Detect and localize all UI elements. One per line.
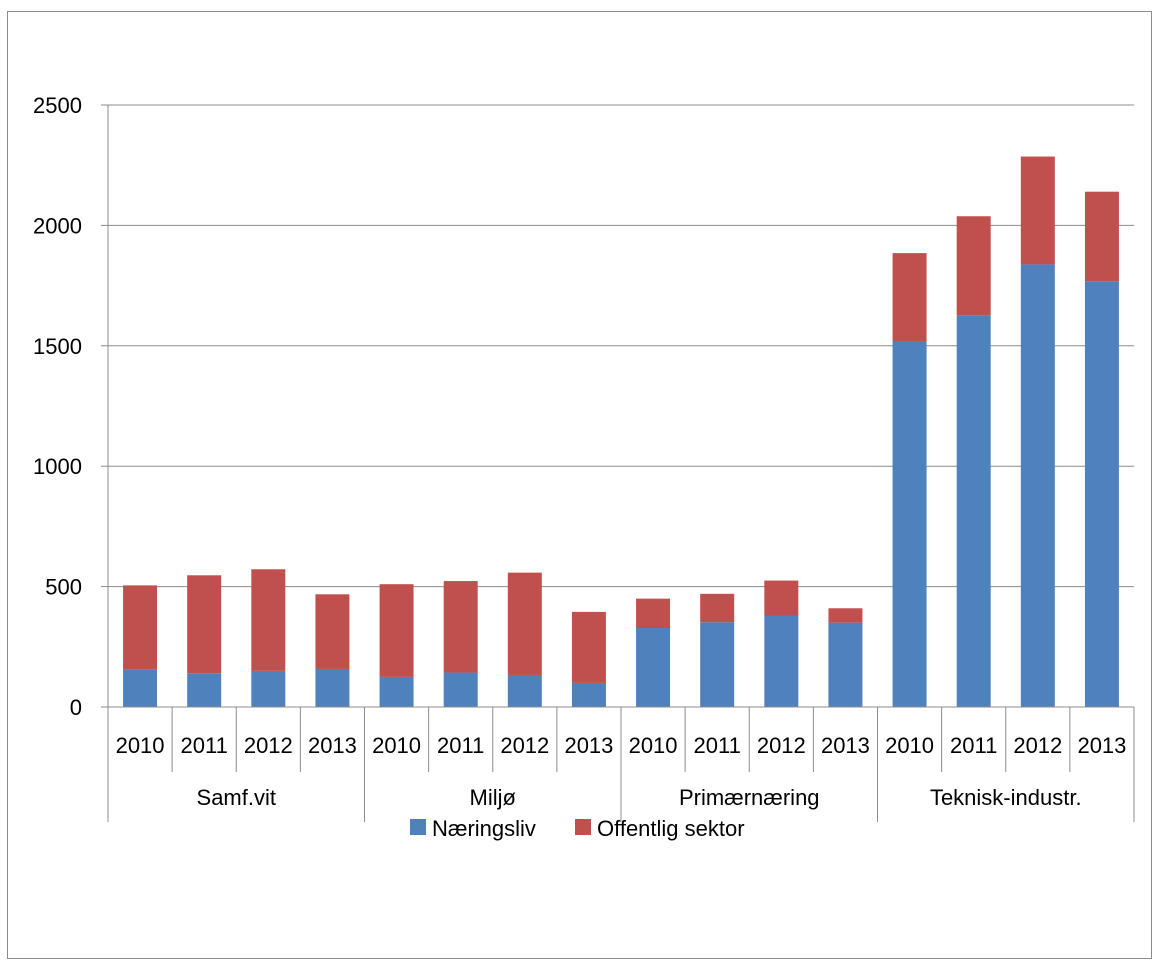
bar-naeringsliv [1084,281,1119,707]
x-tick-label: 2011 [950,733,997,758]
bar-naeringsliv [956,315,991,707]
bar-offentlig-sektor [956,216,991,316]
bar-offentlig-sektor [1084,191,1119,282]
group-label: Samf.vit [197,785,276,810]
x-axis: 2010 2011 2012 2013 2010 2011 2012 2013 2010 2011… [107,706,1135,822]
bar-offentlig-sektor [315,594,350,669]
x-tick-label: 2011 [437,733,484,758]
bar-naeringsliv [700,622,735,707]
bar-offentlig-sektor [379,584,414,677]
bar-offentlig-sektor [828,608,863,623]
bar-naeringsliv [636,628,671,707]
group-label: Miljø [470,785,516,810]
x-tick-label: 2012 [757,733,806,758]
group-label: Teknisk-industr. [930,785,1082,810]
x-tick-label: 2013 [308,733,357,758]
y-tick-label: 0 [70,695,82,720]
x-tick-label: 2013 [1077,733,1126,758]
bar-naeringsliv [1020,264,1055,707]
bars [123,156,1119,707]
bar-offentlig-sektor [892,253,927,341]
bar-naeringsliv [571,682,606,707]
x-tick-label: 2011 [694,733,741,758]
legend-label: Næringsliv [432,816,536,841]
legend-swatch [410,819,426,835]
y-axis-ticks: 0 500 1000 1500 2000 2500 [33,93,109,720]
bar-naeringsliv [315,668,350,707]
x-tick-label: 2012 [244,733,293,758]
bar-offentlig-sektor [251,569,286,671]
x-tick-label: 2011 [181,733,228,758]
bar-offentlig-sektor [187,575,222,674]
bar-offentlig-sektor [507,572,542,675]
legend-swatch [575,819,591,835]
bar-naeringsliv [123,669,158,707]
x-tick-label: 2012 [500,733,549,758]
x-tick-label: 2013 [564,733,613,758]
x-tick-label: 2010 [629,733,678,758]
legend-label: Offentlig sektor [597,816,745,841]
bar-naeringsliv [251,670,286,707]
bar-naeringsliv [187,673,222,707]
y-tick-label: 500 [45,575,82,600]
y-tick-label: 1000 [33,454,82,479]
x-tick-label: 2010 [116,733,165,758]
bar-offentlig-sektor [700,593,735,623]
bar-naeringsliv [764,615,799,707]
bar-offentlig-sektor [443,581,478,673]
x-tick-label: 2013 [821,733,870,758]
x-tick-label: 2010 [372,733,421,758]
bar-offentlig-sektor [764,580,799,616]
x-tick-label: 2010 [885,733,934,758]
bar-naeringsliv [507,674,542,707]
bar-naeringsliv [379,676,414,707]
bar-offentlig-sektor [571,611,606,683]
group-label: Primærnæring [679,785,820,810]
bar-naeringsliv [443,672,478,707]
bar-naeringsliv [892,340,927,707]
bar-offentlig-sektor [1020,156,1055,265]
bar-offentlig-sektor [636,598,671,629]
x-tick-label: 2012 [1013,733,1062,758]
bar-naeringsliv [828,622,863,707]
y-tick-label: 2000 [33,213,82,238]
y-tick-label: 1500 [33,334,82,359]
legend: Næringsliv Offentlig sektor [410,816,745,841]
bar-offentlig-sektor [123,585,158,670]
y-tick-label: 2500 [33,93,82,118]
